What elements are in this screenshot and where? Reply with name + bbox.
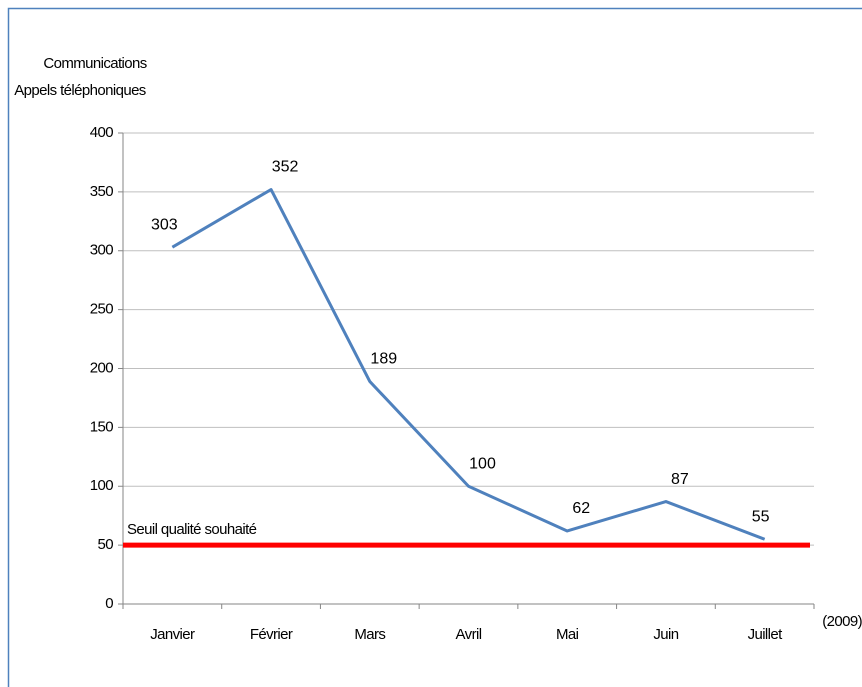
data-label: 352 (272, 159, 299, 176)
data-label: 62 (572, 500, 590, 517)
y-tick-label: 350 (90, 183, 113, 200)
data-label: 303 (151, 216, 178, 233)
x-tick-label: Janvier (150, 626, 195, 643)
data-label: 55 (752, 508, 770, 525)
y-tick-label: 150 (90, 418, 113, 435)
y-tick-label: 250 (90, 301, 113, 318)
data-line (171, 188, 766, 541)
x-tick-label: Mai (556, 626, 579, 643)
x-tick-label: Juillet (748, 626, 784, 643)
y-tick-label: 50 (98, 536, 114, 553)
threshold-label: Seuil qualité souhaité (127, 521, 257, 538)
x-tick-label: Février (250, 626, 293, 643)
data-label: 189 (370, 351, 397, 368)
data-label: 87 (671, 471, 689, 488)
x-tick-label: Juin (653, 626, 678, 643)
y-tick-label: 100 (90, 477, 113, 494)
y-axis-label: Appels téléphoniques (14, 82, 146, 99)
data-label: 100 (469, 455, 496, 472)
y-axis-label: Communications (43, 55, 146, 72)
y-tick-label: 400 (90, 124, 113, 141)
frame (7, 7, 862, 687)
y-tick-label: 0 (105, 595, 113, 612)
x-axis-label: (2009) (822, 613, 862, 630)
y-tick-label: 200 (90, 359, 113, 376)
y-tick-label: 300 (90, 242, 113, 259)
x-tick-label: Mars (354, 626, 385, 643)
x-tick-label: Avril (456, 626, 482, 643)
